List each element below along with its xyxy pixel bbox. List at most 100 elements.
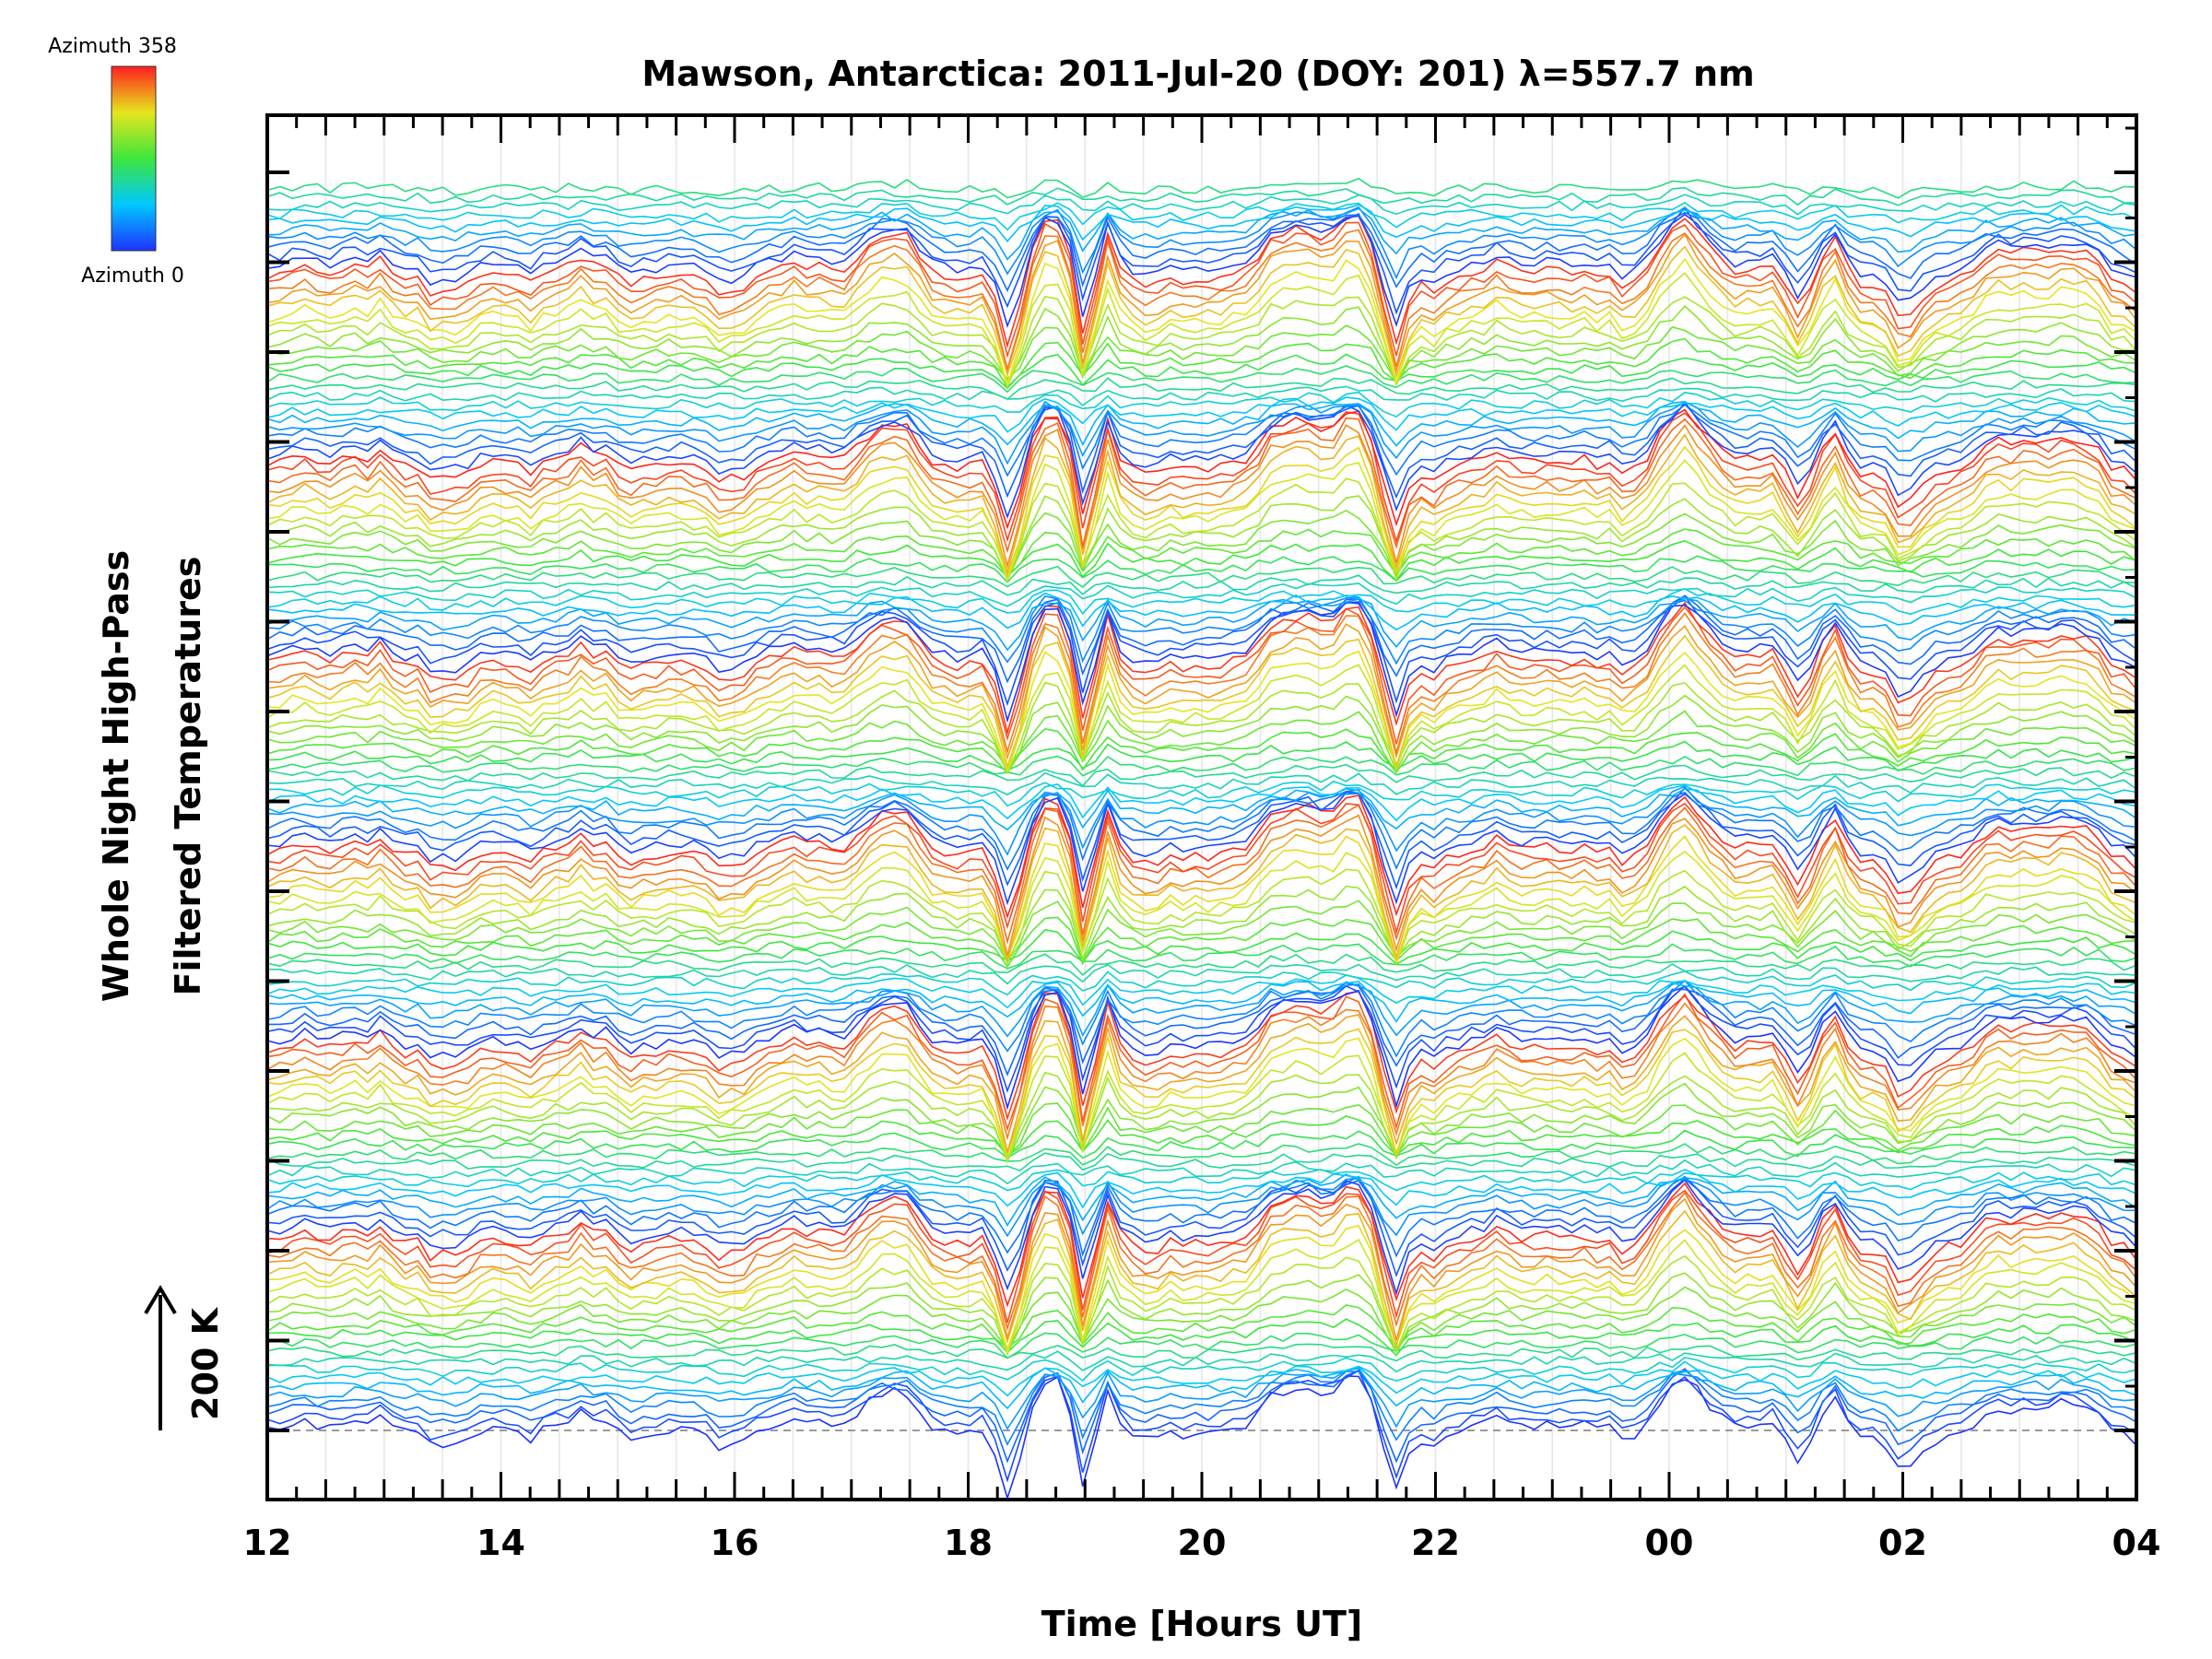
series-trace bbox=[266, 1013, 2137, 1153]
series-trace bbox=[266, 528, 2137, 578]
series-trace bbox=[266, 804, 2137, 945]
series-trace bbox=[266, 221, 2137, 359]
series-trace bbox=[266, 400, 2137, 520]
series-trace bbox=[266, 786, 2137, 890]
scale-bar-label: 200 K bbox=[185, 1306, 226, 1420]
series-trace bbox=[266, 445, 2137, 577]
x-tick-label: 14 bbox=[477, 1523, 525, 1563]
x-tick-label: 00 bbox=[1645, 1523, 1694, 1563]
series-trace bbox=[266, 1189, 2137, 1324]
series-trace bbox=[266, 206, 2137, 315]
series-trace bbox=[266, 304, 2137, 387]
series-trace bbox=[266, 574, 2137, 596]
series-trace bbox=[266, 763, 2137, 787]
series-trace bbox=[266, 916, 2137, 969]
series-trace bbox=[266, 771, 2137, 796]
series-trace bbox=[266, 1179, 2137, 1296]
series-trace bbox=[266, 404, 2137, 477]
series-trace bbox=[266, 377, 2137, 400]
x-tick-label: 16 bbox=[711, 1523, 759, 1563]
series-trace bbox=[266, 601, 2137, 724]
series-trace bbox=[266, 1115, 2137, 1157]
series-trace bbox=[266, 186, 2137, 206]
series-trace bbox=[266, 835, 2137, 964]
series-trace bbox=[266, 1169, 2137, 1192]
series-trace bbox=[266, 417, 2137, 554]
x-tick-label: 04 bbox=[2112, 1523, 2161, 1563]
series-trace bbox=[266, 1357, 2137, 1382]
chart-title: Mawson, Antarctica: 2011-Jul-20 (DOY: 20… bbox=[641, 53, 1754, 94]
series-trace bbox=[266, 1332, 2137, 1359]
series-trace bbox=[266, 1286, 2137, 1354]
series-trace bbox=[266, 783, 2137, 822]
series-trace bbox=[266, 1367, 2137, 1430]
series-trace bbox=[266, 943, 2137, 970]
series-trace bbox=[266, 594, 2137, 707]
series-trace bbox=[266, 206, 2137, 261]
series-trace bbox=[266, 1177, 2137, 1238]
series-trace bbox=[266, 245, 2137, 379]
series-traces bbox=[266, 177, 2137, 1501]
series-trace bbox=[266, 650, 2137, 771]
series-trace bbox=[266, 612, 2137, 756]
series-trace bbox=[266, 201, 2137, 231]
series-trace bbox=[266, 990, 2137, 1121]
series-trace bbox=[266, 984, 2137, 1111]
series-trace bbox=[266, 211, 2137, 292]
series-trace bbox=[266, 213, 2137, 328]
series-trace bbox=[266, 802, 2137, 935]
series-trace bbox=[266, 1254, 2137, 1353]
series-trace bbox=[266, 1171, 2137, 1209]
series-trace bbox=[266, 1052, 2137, 1162]
series-trace bbox=[266, 408, 2137, 530]
colorbar-bottom-label: Azimuth 0 bbox=[81, 265, 184, 288]
series-trace bbox=[266, 1360, 2137, 1397]
series-trace bbox=[266, 1366, 2137, 1410]
series-trace bbox=[266, 1304, 2137, 1349]
series-trace bbox=[266, 495, 2137, 582]
x-tick-label: 20 bbox=[1178, 1523, 1227, 1563]
series-trace bbox=[266, 433, 2137, 576]
series-trace bbox=[266, 1159, 2137, 1185]
series-trace bbox=[266, 1102, 2137, 1158]
colorbar-top-label: Azimuth 358 bbox=[48, 35, 177, 58]
series-trace bbox=[266, 403, 2137, 500]
series-trace bbox=[266, 900, 2137, 964]
x-axis-label: Time [Hours UT] bbox=[1041, 1604, 1363, 1644]
series-trace bbox=[266, 565, 2137, 589]
series-trace bbox=[266, 1143, 2137, 1166]
series-trace bbox=[266, 787, 2137, 831]
series-trace bbox=[266, 993, 2137, 1132]
colorbar: Azimuth 358 Azimuth 0 bbox=[48, 35, 184, 288]
series-trace bbox=[266, 1129, 2137, 1159]
series-trace bbox=[266, 353, 2137, 390]
series-trace bbox=[266, 324, 2137, 383]
series-trace bbox=[266, 728, 2137, 774]
series-trace bbox=[266, 1028, 2137, 1158]
series-trace bbox=[266, 1375, 2137, 1501]
series-trace bbox=[266, 257, 2137, 387]
series-trace bbox=[266, 664, 2137, 774]
y-axis-label-line1: Whole Night High-Pass bbox=[96, 550, 136, 1002]
series-trace bbox=[266, 953, 2137, 977]
series-trace bbox=[266, 1368, 2137, 1464]
series-trace bbox=[266, 233, 2137, 374]
scale-bar: 200 K bbox=[144, 1285, 226, 1430]
series-trace bbox=[266, 623, 2137, 760]
series-trace bbox=[266, 509, 2137, 582]
scale-bar-arrow-head bbox=[144, 1285, 177, 1315]
series-trace bbox=[266, 710, 2137, 774]
series-trace bbox=[266, 970, 2137, 996]
series-trace bbox=[266, 1272, 2137, 1356]
series-trace bbox=[266, 229, 2137, 372]
series-trace bbox=[266, 411, 2137, 544]
x-tick-labels: 12 14 16 18 20 22 00 02 04 bbox=[243, 1523, 2161, 1563]
series-trace bbox=[266, 694, 2137, 775]
series-trace bbox=[266, 1082, 2137, 1163]
series-trace bbox=[266, 1002, 2137, 1141]
series-trace bbox=[266, 1177, 2137, 1278]
series-trace bbox=[266, 385, 2137, 406]
series-trace bbox=[266, 1071, 2137, 1164]
series-trace bbox=[266, 928, 2137, 965]
